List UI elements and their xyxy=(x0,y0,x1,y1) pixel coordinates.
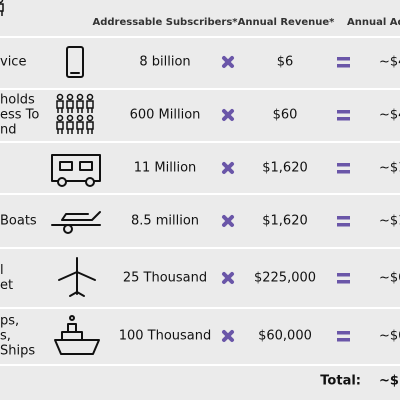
result: ~$1 xyxy=(379,214,400,229)
equals-bottom xyxy=(337,170,350,174)
revenue: $225,000 xyxy=(254,271,316,286)
rv-icon xyxy=(51,154,101,187)
equals-top xyxy=(337,163,350,167)
row-label: l xyxy=(0,263,4,278)
equals-bottom xyxy=(337,280,350,284)
phone-icon xyxy=(66,46,84,78)
equals-bottom xyxy=(337,64,350,68)
revenue: $60 xyxy=(273,108,298,123)
airplane-icon xyxy=(58,257,96,297)
row-label: Boats xyxy=(0,214,37,229)
total-label: Total: xyxy=(320,374,361,389)
subscribers: 11 Million xyxy=(134,161,197,176)
times-sign xyxy=(222,330,234,342)
equals-top xyxy=(337,57,350,61)
equals-bottom xyxy=(337,223,350,227)
header-revenue: Annual Revenue* xyxy=(238,17,336,28)
equals-top xyxy=(337,110,350,114)
revenue: $6 xyxy=(277,55,294,70)
times-sign xyxy=(222,272,234,284)
total-value: ~$1 xyxy=(379,374,400,389)
times-sign xyxy=(222,56,234,68)
equals-top xyxy=(337,216,350,220)
subscribers: 8 billion xyxy=(139,55,190,70)
row-label: holds xyxy=(0,93,35,108)
times-sign xyxy=(222,162,234,174)
header-ad: Annual Ad xyxy=(347,17,400,28)
revenue: $60,000 xyxy=(258,329,312,344)
boat-trailer-icon xyxy=(51,211,101,234)
equals-bottom xyxy=(337,338,350,342)
result: ~$6 xyxy=(379,271,400,286)
equals-top xyxy=(337,273,350,277)
result: ~$4 xyxy=(379,108,400,123)
times-sign xyxy=(222,109,234,121)
people-icon xyxy=(0,0,94,135)
ship-icon xyxy=(54,315,100,355)
result: ~$6 xyxy=(379,329,400,344)
row-label: vice xyxy=(0,55,26,70)
row-label: et xyxy=(0,278,13,293)
subscribers: 25 Thousand xyxy=(123,271,207,286)
equals-bottom xyxy=(337,117,350,121)
row-label: s, xyxy=(0,329,11,344)
header-subscribers: Addressable Subscribers* xyxy=(92,17,238,28)
equals-top xyxy=(337,331,350,335)
revenue: $1,620 xyxy=(262,214,308,229)
revenue: $1,620 xyxy=(262,161,308,176)
row-label: ess To xyxy=(0,108,39,123)
row-label: Ships xyxy=(0,344,35,359)
result: ~$4 xyxy=(379,55,400,70)
subscribers: 600 Million xyxy=(130,108,201,123)
row-dividers xyxy=(0,36,400,366)
subscribers: 100 Thousand xyxy=(119,329,212,344)
subscribers: 8.5 million xyxy=(131,214,199,229)
result: ~$1 xyxy=(379,161,400,176)
times-sign xyxy=(222,215,234,227)
row-label: ps, xyxy=(0,314,19,329)
row-label: nd xyxy=(0,123,17,138)
